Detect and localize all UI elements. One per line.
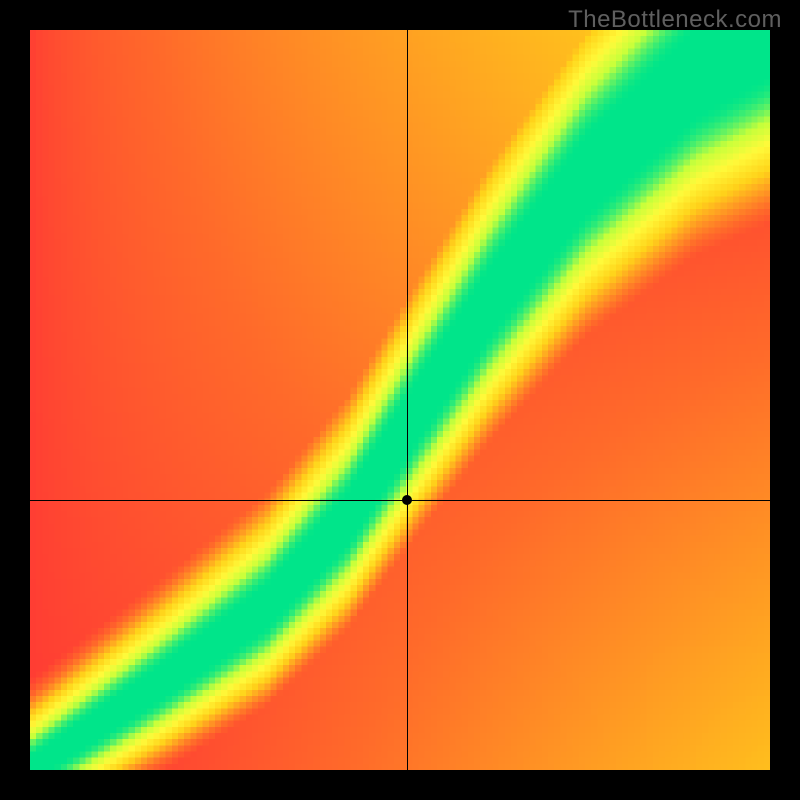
heatmap-canvas: [30, 30, 770, 770]
chart-frame: TheBottleneck.com: [0, 0, 800, 800]
crosshair-marker: [402, 495, 412, 505]
crosshair-vertical: [407, 30, 408, 770]
heatmap-plot: [30, 30, 770, 770]
crosshair-horizontal: [30, 500, 770, 501]
watermark-text: TheBottleneck.com: [568, 6, 782, 34]
